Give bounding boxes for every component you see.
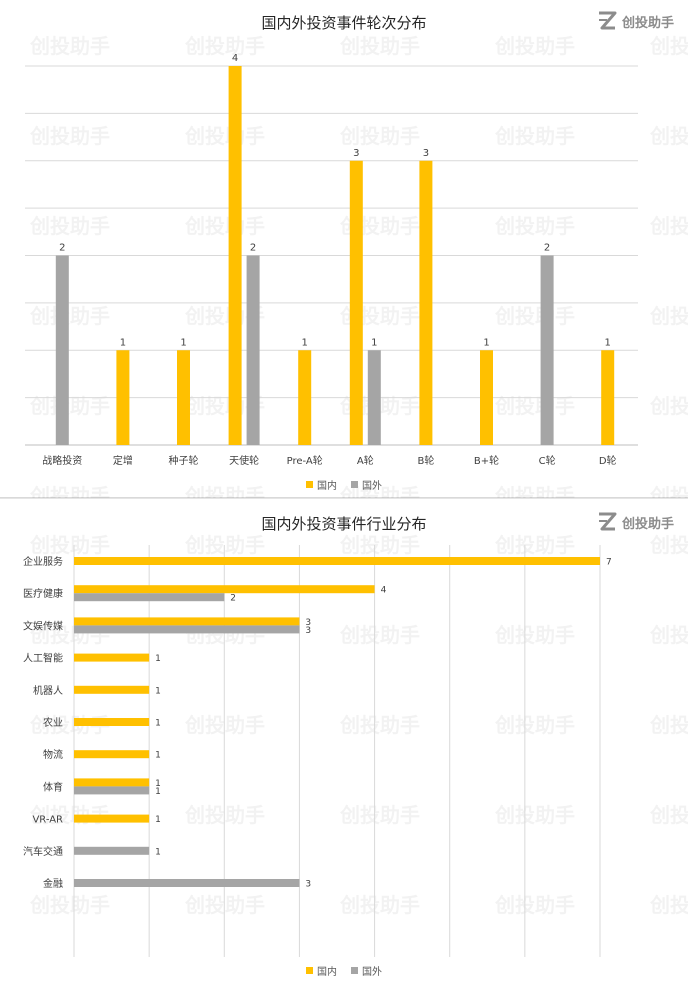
data-label: 1 xyxy=(155,847,161,857)
data-label: 1 xyxy=(155,654,161,664)
bar-foreign xyxy=(367,350,381,445)
z-logo-icon xyxy=(598,512,617,531)
data-label: 1 xyxy=(155,779,161,789)
y-tick-label: 机器人 xyxy=(33,684,63,697)
bar-domestic xyxy=(228,66,242,445)
y-tick-label: 物流 xyxy=(43,748,63,761)
x-tick-label: B轮 xyxy=(417,454,434,467)
y-tick-label: VR-AR xyxy=(32,815,63,826)
y-tick-label: 医疗健康 xyxy=(23,587,63,600)
legend-item-foreign: 国外 xyxy=(351,963,382,978)
chart-legend: 国内 国外 xyxy=(0,477,688,492)
data-label: 1 xyxy=(155,686,161,696)
chart-title: 国内外投资事件轮次分布 xyxy=(261,14,427,32)
data-label: 2 xyxy=(544,243,550,254)
y-tick-label: 农业 xyxy=(43,716,63,729)
chart-legend: 国内 国外 xyxy=(0,963,688,978)
data-label: 1 xyxy=(155,719,161,729)
legend-label: 国内 xyxy=(317,967,337,978)
x-tick-label: 种子轮 xyxy=(169,454,199,467)
data-label: 1 xyxy=(155,787,161,797)
y-tick-label: 金融 xyxy=(43,877,63,890)
data-label: 2 xyxy=(250,243,256,254)
brand-logo: 创投助手 xyxy=(596,511,674,533)
bar-foreign xyxy=(74,593,225,602)
data-label: 3 xyxy=(305,618,311,628)
legend-item-domestic: 国内 xyxy=(306,963,337,978)
legend-swatch-domestic xyxy=(306,967,313,974)
bar-domestic xyxy=(74,557,600,565)
x-tick-label: 定增 xyxy=(113,454,133,467)
data-label: 1 xyxy=(371,337,377,348)
x-tick-label: 战略投资 xyxy=(42,454,82,467)
data-label: 1 xyxy=(155,815,161,825)
legend-label: 国外 xyxy=(362,481,382,492)
data-label: 1 xyxy=(302,337,308,348)
legend-item-domestic: 国内 xyxy=(306,477,337,492)
bar-domestic xyxy=(601,350,615,445)
industry-chart: 7企业服务42医疗健康33文娱传媒1人工智能1机器人1农业1物流11体育1VR-… xyxy=(23,545,612,957)
bar-domestic xyxy=(298,350,312,445)
bar-domestic xyxy=(74,750,150,759)
brand-name: 创投助手 xyxy=(621,15,674,31)
legend-swatch-foreign xyxy=(351,967,358,974)
bar-domestic xyxy=(74,617,300,626)
x-tick-label: 天使轮 xyxy=(229,454,259,467)
data-label: 2 xyxy=(230,594,236,604)
data-label: 1 xyxy=(605,337,611,348)
z-logo-icon xyxy=(598,11,617,30)
y-tick-label: 汽车交通 xyxy=(23,845,63,858)
bar-foreign xyxy=(246,255,260,445)
legend-label: 国内 xyxy=(317,481,337,492)
data-label: 3 xyxy=(305,626,311,636)
data-label: 1 xyxy=(483,337,489,348)
data-label: 1 xyxy=(155,751,161,761)
bar-domestic xyxy=(349,160,363,445)
legend-swatch-foreign xyxy=(351,481,358,488)
bar-domestic xyxy=(74,778,150,787)
data-label: 2 xyxy=(59,243,65,254)
y-tick-label: 体育 xyxy=(43,780,63,793)
bar-foreign xyxy=(74,846,150,855)
x-tick-label: C轮 xyxy=(539,454,556,467)
legend-item-foreign: 国外 xyxy=(351,477,382,492)
data-label: 3 xyxy=(353,148,359,159)
data-label: 4 xyxy=(381,586,387,596)
brand-name: 创投助手 xyxy=(621,516,674,532)
bar-domestic xyxy=(419,160,433,445)
rounds-chart: 2 战略投资 1 定增 1 种子轮 4 2 天使轮 1 Pre-A轮 3 1 A轮 3 B轮 1 B+轮 2 C轮 1 D… xyxy=(25,53,638,467)
y-tick-label: 人工智能 xyxy=(23,652,63,665)
bar-domestic xyxy=(74,653,150,662)
bar-foreign xyxy=(74,625,300,634)
x-tick-label: A轮 xyxy=(357,454,374,467)
legend-label: 国外 xyxy=(362,967,382,978)
data-label: 3 xyxy=(423,148,429,159)
data-label: 7 xyxy=(606,558,612,568)
y-tick-label: 文娱传媒 xyxy=(23,619,63,632)
y-tick-label: 企业服务 xyxy=(23,555,63,568)
x-tick-label: D轮 xyxy=(599,454,617,467)
data-label: 1 xyxy=(120,337,126,348)
chart-title: 国内外投资事件行业分布 xyxy=(261,515,427,533)
bar-foreign xyxy=(540,255,554,445)
x-tick-label: B+轮 xyxy=(474,454,499,467)
bar-domestic xyxy=(116,350,130,445)
bar-foreign xyxy=(74,879,300,887)
rounds-chart-panel: 创投助手创投助手创投助手创投助手创投助手创投助手创投助手创投助手创投助手创投助手… xyxy=(0,10,688,508)
bar-foreign xyxy=(55,255,69,445)
legend-swatch-domestic xyxy=(306,481,313,488)
x-tick-label: Pre-A轮 xyxy=(287,454,323,467)
bar-domestic xyxy=(480,350,493,445)
data-label: 1 xyxy=(180,337,186,348)
data-label: 4 xyxy=(232,53,238,64)
bar-foreign xyxy=(74,786,150,795)
bar-domestic xyxy=(74,585,375,594)
bar-domestic xyxy=(177,350,190,445)
bar-domestic xyxy=(74,685,150,694)
industry-chart-panel: 创投助手创投助手创投助手创投助手创投助手创投助手创投助手创投助手创投助手创投助手… xyxy=(0,498,688,987)
brand-logo: 创投助手 xyxy=(596,10,674,32)
bar-domestic xyxy=(74,814,150,823)
data-label: 3 xyxy=(305,880,311,890)
bar-domestic xyxy=(74,718,150,726)
